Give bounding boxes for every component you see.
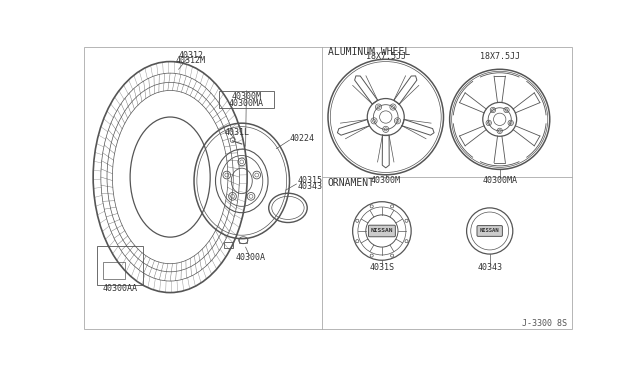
Text: 4031S: 4031S [369,263,394,272]
Text: ORNAMENT: ORNAMENT [328,178,375,188]
Text: 40300MA: 40300MA [229,99,264,108]
Text: 40300M: 40300M [371,176,401,185]
Bar [219,91,274,108]
FancyBboxPatch shape [477,225,502,236]
Text: 40300A: 40300A [236,253,266,262]
Bar [97,246,143,285]
Text: NISSAN: NISSAN [371,228,393,234]
Text: 40315: 40315 [298,176,323,185]
Bar [103,262,125,279]
Bar [224,242,234,248]
Text: 40300AA: 40300AA [102,284,138,293]
Text: ALUMINUM WHEEL: ALUMINUM WHEEL [328,46,410,57]
Text: 40312: 40312 [179,51,204,60]
Text: 40300M: 40300M [232,92,261,101]
Text: NISSAN: NISSAN [480,228,499,234]
Bar [239,238,247,243]
Text: 40224: 40224 [289,134,314,143]
Text: 18X7.5JJ: 18X7.5JJ [365,52,406,61]
Text: 4031L: 4031L [225,128,250,137]
Text: 40300MA: 40300MA [482,176,517,185]
Text: 18X7.5JJ: 18X7.5JJ [480,52,520,61]
Text: 40312M: 40312M [176,55,206,64]
FancyBboxPatch shape [369,225,396,237]
Text: 40343: 40343 [477,263,502,272]
Text: 40343: 40343 [298,182,323,191]
Text: J-3300 8S: J-3300 8S [522,319,566,328]
